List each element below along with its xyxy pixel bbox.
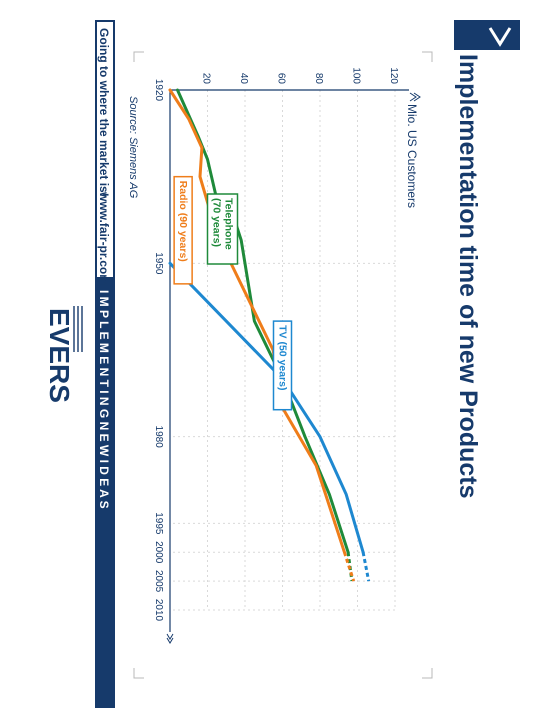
series-line (168, 261, 365, 554)
page-title: Implementation time of new Products (454, 54, 482, 499)
series-projection (361, 551, 371, 582)
y-tick-labels: 20 40 60 80 100 120 (201, 67, 400, 84)
x-tick-labels: 1920 1950 1980 1995 2000 2005 2010 (153, 79, 164, 622)
footer-url[interactable]: www.fair-pr.com (97, 191, 111, 285)
x-tick-label: 2005 (153, 570, 164, 593)
y-tick-label: 60 (276, 73, 287, 85)
series-label-box (272, 320, 293, 411)
y-tick-label: 100 (351, 67, 362, 84)
chart-axes (166, 89, 409, 644)
footer-slogan: Going to where the market is! (97, 28, 111, 197)
x-tick-label: 1980 (153, 426, 164, 449)
x-tick-label: 2010 (153, 599, 164, 622)
series-projection (342, 551, 356, 582)
chevron-box (454, 20, 520, 50)
series-line (168, 88, 346, 554)
corner-bracket (422, 51, 433, 62)
series-label: Telephone(70 years) (211, 198, 235, 250)
chart-source: Source: Siemens AG (127, 96, 139, 199)
series-label: TV (50 years) (277, 325, 289, 390)
chevron-right-icon (488, 27, 512, 47)
x-axis-arrow-icon (166, 633, 174, 644)
corner-bracket (133, 51, 144, 62)
series-label-line: (70 years) (211, 198, 223, 247)
y-tick-label: 80 (313, 73, 324, 85)
y-tick-label: 120 (388, 67, 399, 84)
corner-bracket (133, 668, 144, 679)
chart-series (168, 88, 371, 582)
footer-slogan-box (97, 22, 113, 277)
y-tick-label: 20 (201, 73, 212, 85)
series-line (176, 88, 350, 554)
series-labels: Telephone(70 years) Radio (90 years) TV (5… (173, 175, 293, 411)
y-axis-arrow-icon (409, 92, 421, 102)
series-label-box (206, 193, 239, 265)
footer-banner: I M P L E M E N T I N G N E W I D E A S (97, 290, 111, 509)
chart-frame-corners (133, 51, 433, 679)
x-tick-label: 1950 (153, 252, 164, 275)
x-tick-label: 1920 (153, 79, 164, 102)
evers-logo: EVERS (44, 306, 83, 403)
rotated-slide: Implementation time of new Products 20 40… (44, 20, 520, 708)
x-tick-label: 1995 (153, 512, 164, 535)
corner-bracket (422, 668, 433, 679)
logo-text: EVERS (44, 308, 75, 403)
x-tick-label: 2000 (153, 541, 164, 564)
series-label-line: Telephone (223, 198, 235, 250)
series-label: Radio (90 years) (177, 181, 189, 262)
y-tick-label: 40 (238, 73, 249, 85)
series-label-box (173, 175, 193, 285)
y-axis-label: Mio. US Customers (405, 104, 419, 208)
